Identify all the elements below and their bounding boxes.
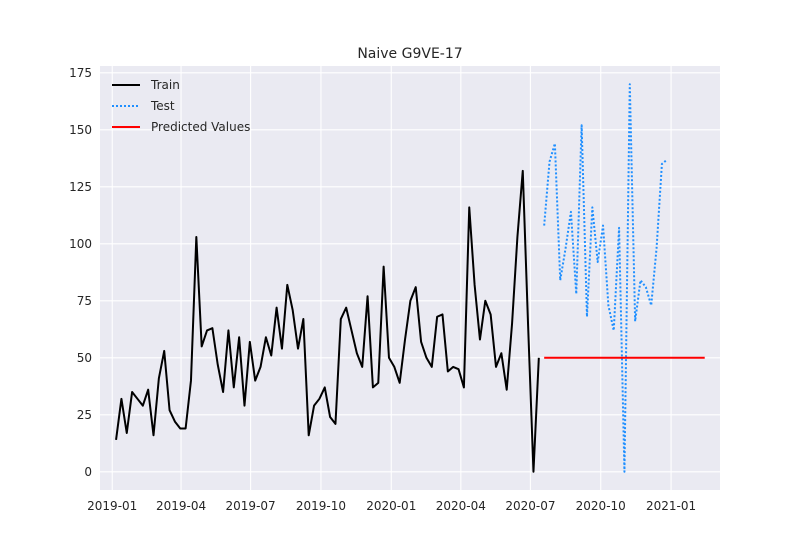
- x-tick-label: 2020-10: [576, 499, 626, 513]
- x-tick-label: 2020-04: [436, 499, 486, 513]
- x-tick-label: 2019-04: [156, 499, 206, 513]
- y-axis: 0 25 50 75 100 125 150 175: [69, 66, 92, 479]
- y-tick-label: 175: [69, 66, 92, 80]
- x-tick-label: 2019-01: [87, 499, 137, 513]
- series-layer: [115, 83, 705, 473]
- grid: [100, 66, 720, 490]
- x-tick-label: 2019-07: [226, 499, 276, 513]
- y-tick-label: 125: [69, 180, 92, 194]
- legend-label: Predicted Values: [151, 120, 250, 134]
- series-line-test: [543, 83, 668, 473]
- chart-title: Naive G9VE-17: [357, 46, 462, 62]
- y-tick-label: 50: [77, 351, 92, 365]
- x-axis: 2019-01 2019-04 2019-07 2019-10 2020-01 2020-…: [87, 499, 696, 513]
- series-line-train: [115, 169, 540, 473]
- y-tick-label: 75: [77, 294, 92, 308]
- x-tick-label: 2020-01: [366, 499, 416, 513]
- plot-background: [100, 66, 720, 490]
- x-tick-label: 2019-10: [296, 499, 346, 513]
- x-tick-label: 2020-07: [505, 499, 555, 513]
- y-tick-label: 25: [77, 408, 92, 422]
- y-tick-label: 100: [69, 237, 92, 251]
- legend: Train Test Predicted Values: [112, 78, 250, 134]
- legend-label: Test: [150, 99, 175, 113]
- y-tick-label: 0: [84, 465, 92, 479]
- legend-label: Train: [150, 78, 180, 92]
- y-tick-label: 150: [69, 123, 92, 137]
- x-tick-label: 2021-01: [646, 499, 696, 513]
